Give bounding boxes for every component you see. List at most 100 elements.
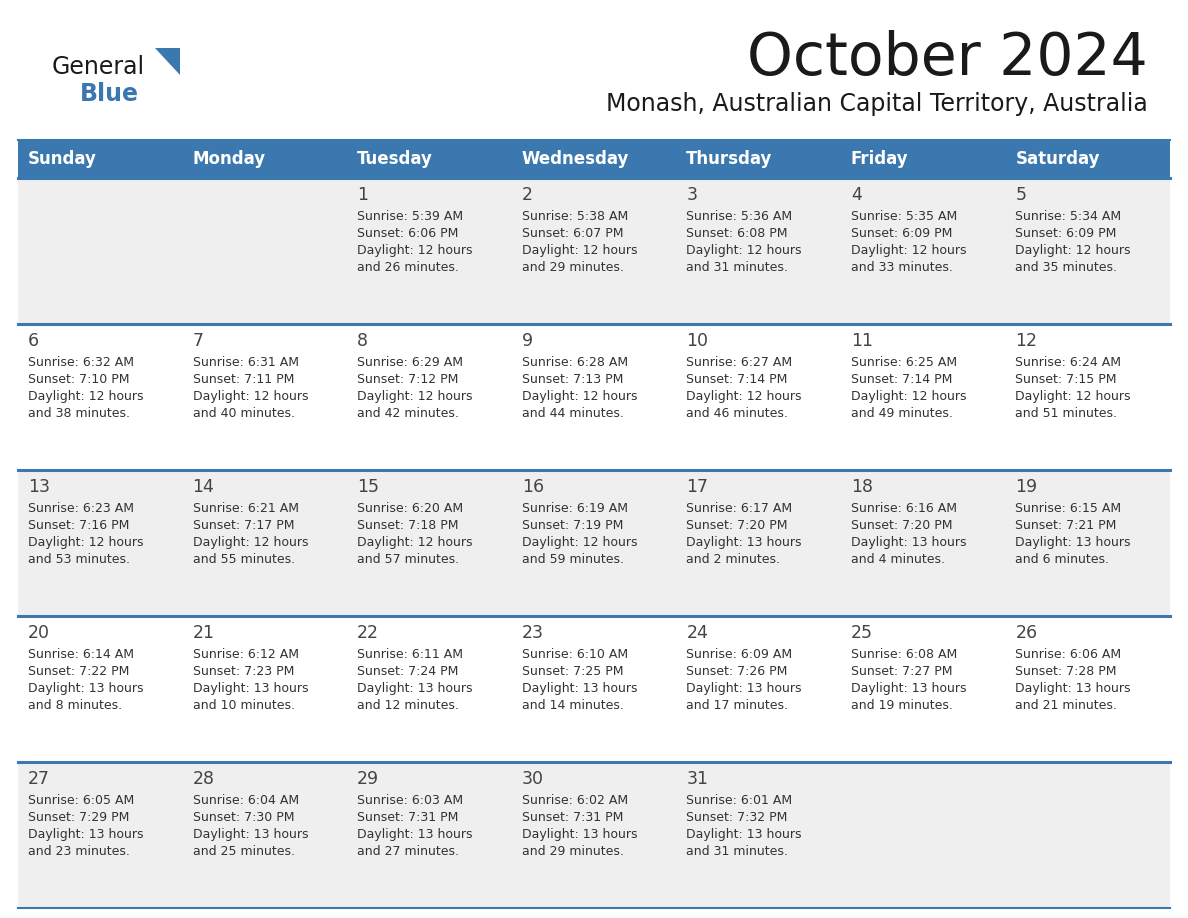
Text: Sunset: 7:27 PM: Sunset: 7:27 PM xyxy=(851,665,953,678)
Text: Sunset: 7:31 PM: Sunset: 7:31 PM xyxy=(358,811,459,824)
Text: 10: 10 xyxy=(687,332,708,350)
Text: Sunrise: 6:12 AM: Sunrise: 6:12 AM xyxy=(192,648,298,661)
Bar xyxy=(18,324,1170,470)
Text: Sunrise: 5:36 AM: Sunrise: 5:36 AM xyxy=(687,210,792,223)
Text: Sunset: 7:24 PM: Sunset: 7:24 PM xyxy=(358,665,459,678)
Text: Sunset: 7:16 PM: Sunset: 7:16 PM xyxy=(29,519,129,532)
Text: and 6 minutes.: and 6 minutes. xyxy=(1016,553,1110,566)
Text: and 33 minutes.: and 33 minutes. xyxy=(851,261,953,274)
Text: 11: 11 xyxy=(851,332,873,350)
Text: and 23 minutes.: and 23 minutes. xyxy=(29,845,129,858)
Text: 5: 5 xyxy=(1016,186,1026,204)
Text: Daylight: 13 hours: Daylight: 13 hours xyxy=(192,828,308,841)
Text: and 10 minutes.: and 10 minutes. xyxy=(192,699,295,712)
Text: Sunrise: 6:28 AM: Sunrise: 6:28 AM xyxy=(522,356,627,369)
Text: and 17 minutes.: and 17 minutes. xyxy=(687,699,789,712)
Text: and 4 minutes.: and 4 minutes. xyxy=(851,553,944,566)
Text: 9: 9 xyxy=(522,332,533,350)
Text: Friday: Friday xyxy=(851,150,909,168)
Bar xyxy=(18,762,1170,908)
Text: 12: 12 xyxy=(1016,332,1037,350)
Text: and 21 minutes.: and 21 minutes. xyxy=(1016,699,1117,712)
Text: and 44 minutes.: and 44 minutes. xyxy=(522,407,624,420)
Text: 6: 6 xyxy=(29,332,39,350)
Text: Daylight: 13 hours: Daylight: 13 hours xyxy=(1016,682,1131,695)
Text: Daylight: 12 hours: Daylight: 12 hours xyxy=(358,244,473,257)
Text: Daylight: 13 hours: Daylight: 13 hours xyxy=(1016,536,1131,549)
Text: Daylight: 13 hours: Daylight: 13 hours xyxy=(358,682,473,695)
Text: Daylight: 12 hours: Daylight: 12 hours xyxy=(29,390,144,403)
Text: Daylight: 13 hours: Daylight: 13 hours xyxy=(192,682,308,695)
Text: Daylight: 13 hours: Daylight: 13 hours xyxy=(522,828,637,841)
Text: Blue: Blue xyxy=(80,82,139,106)
Text: and 38 minutes.: and 38 minutes. xyxy=(29,407,129,420)
Text: and 55 minutes.: and 55 minutes. xyxy=(192,553,295,566)
Text: Daylight: 12 hours: Daylight: 12 hours xyxy=(192,390,308,403)
Text: Sunset: 7:15 PM: Sunset: 7:15 PM xyxy=(1016,373,1117,386)
Text: Sunset: 7:18 PM: Sunset: 7:18 PM xyxy=(358,519,459,532)
Text: and 8 minutes.: and 8 minutes. xyxy=(29,699,122,712)
Text: Daylight: 12 hours: Daylight: 12 hours xyxy=(358,536,473,549)
Text: and 12 minutes.: and 12 minutes. xyxy=(358,699,459,712)
Text: Daylight: 13 hours: Daylight: 13 hours xyxy=(358,828,473,841)
Text: Sunrise: 6:16 AM: Sunrise: 6:16 AM xyxy=(851,502,956,515)
Text: Daylight: 12 hours: Daylight: 12 hours xyxy=(851,390,966,403)
Text: 19: 19 xyxy=(1016,478,1037,496)
Text: Sunrise: 6:25 AM: Sunrise: 6:25 AM xyxy=(851,356,958,369)
Text: and 27 minutes.: and 27 minutes. xyxy=(358,845,459,858)
Text: Sunset: 7:10 PM: Sunset: 7:10 PM xyxy=(29,373,129,386)
Text: Daylight: 13 hours: Daylight: 13 hours xyxy=(29,828,144,841)
Text: Sunrise: 5:34 AM: Sunrise: 5:34 AM xyxy=(1016,210,1121,223)
Text: Daylight: 12 hours: Daylight: 12 hours xyxy=(192,536,308,549)
Text: and 29 minutes.: and 29 minutes. xyxy=(522,261,624,274)
Text: Sunset: 7:17 PM: Sunset: 7:17 PM xyxy=(192,519,295,532)
Bar xyxy=(18,616,1170,762)
Text: Sunset: 7:31 PM: Sunset: 7:31 PM xyxy=(522,811,623,824)
Text: 25: 25 xyxy=(851,624,873,642)
Text: Daylight: 13 hours: Daylight: 13 hours xyxy=(687,536,802,549)
Bar xyxy=(18,470,1170,616)
Text: Sunset: 7:22 PM: Sunset: 7:22 PM xyxy=(29,665,129,678)
Text: Daylight: 12 hours: Daylight: 12 hours xyxy=(1016,244,1131,257)
Text: Daylight: 13 hours: Daylight: 13 hours xyxy=(29,682,144,695)
Text: Sunrise: 5:39 AM: Sunrise: 5:39 AM xyxy=(358,210,463,223)
Text: Sunrise: 6:15 AM: Sunrise: 6:15 AM xyxy=(1016,502,1121,515)
Text: Sunrise: 6:01 AM: Sunrise: 6:01 AM xyxy=(687,794,792,807)
Bar xyxy=(18,178,1170,324)
Text: Sunset: 7:12 PM: Sunset: 7:12 PM xyxy=(358,373,459,386)
Text: Wednesday: Wednesday xyxy=(522,150,630,168)
Text: Sunrise: 6:11 AM: Sunrise: 6:11 AM xyxy=(358,648,463,661)
Text: 27: 27 xyxy=(29,770,50,788)
Text: Sunset: 7:21 PM: Sunset: 7:21 PM xyxy=(1016,519,1117,532)
Text: Sunset: 6:08 PM: Sunset: 6:08 PM xyxy=(687,227,788,240)
Text: Sunrise: 6:32 AM: Sunrise: 6:32 AM xyxy=(29,356,134,369)
Text: Sunset: 7:13 PM: Sunset: 7:13 PM xyxy=(522,373,623,386)
Text: 1: 1 xyxy=(358,186,368,204)
Text: and 46 minutes.: and 46 minutes. xyxy=(687,407,788,420)
Text: Sunrise: 6:19 AM: Sunrise: 6:19 AM xyxy=(522,502,627,515)
Text: Sunset: 7:14 PM: Sunset: 7:14 PM xyxy=(851,373,953,386)
Text: Monday: Monday xyxy=(192,150,266,168)
Text: Sunrise: 6:23 AM: Sunrise: 6:23 AM xyxy=(29,502,134,515)
Text: Sunrise: 6:04 AM: Sunrise: 6:04 AM xyxy=(192,794,298,807)
Text: Daylight: 13 hours: Daylight: 13 hours xyxy=(687,682,802,695)
Text: Sunset: 7:29 PM: Sunset: 7:29 PM xyxy=(29,811,129,824)
Text: October 2024: October 2024 xyxy=(747,30,1148,87)
Text: Sunrise: 6:29 AM: Sunrise: 6:29 AM xyxy=(358,356,463,369)
Text: Daylight: 13 hours: Daylight: 13 hours xyxy=(687,828,802,841)
Text: Sunrise: 6:08 AM: Sunrise: 6:08 AM xyxy=(851,648,958,661)
Text: Daylight: 12 hours: Daylight: 12 hours xyxy=(1016,390,1131,403)
Text: 13: 13 xyxy=(29,478,50,496)
Text: and 26 minutes.: and 26 minutes. xyxy=(358,261,459,274)
Text: Sunset: 7:20 PM: Sunset: 7:20 PM xyxy=(851,519,953,532)
Text: Monash, Australian Capital Territory, Australia: Monash, Australian Capital Territory, Au… xyxy=(606,92,1148,116)
Text: 7: 7 xyxy=(192,332,203,350)
Text: Sunrise: 6:27 AM: Sunrise: 6:27 AM xyxy=(687,356,792,369)
Text: Sunset: 6:06 PM: Sunset: 6:06 PM xyxy=(358,227,459,240)
Text: and 14 minutes.: and 14 minutes. xyxy=(522,699,624,712)
Text: 14: 14 xyxy=(192,478,215,496)
Text: Daylight: 12 hours: Daylight: 12 hours xyxy=(522,244,637,257)
Text: Daylight: 13 hours: Daylight: 13 hours xyxy=(851,682,966,695)
Bar xyxy=(18,140,1170,178)
Text: Daylight: 12 hours: Daylight: 12 hours xyxy=(687,390,802,403)
